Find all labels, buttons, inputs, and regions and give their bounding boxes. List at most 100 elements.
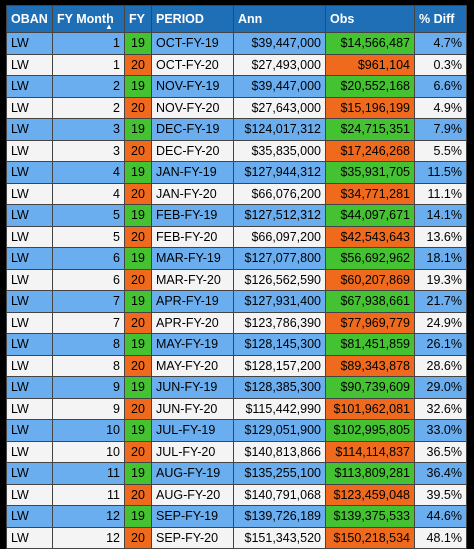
- table-row[interactable]: LW 5 20 FEB-FY-20 $66,097,200 $42,543,643 13.6…: [6, 225, 467, 248]
- cell-pct-diff[interactable]: 39.5%: [414, 483, 467, 506]
- cell-oban[interactable]: LW: [6, 182, 53, 205]
- cell-ann[interactable]: $128,157,200: [233, 354, 326, 377]
- column-header-period[interactable]: PERIOD: [151, 5, 234, 33]
- table-row[interactable]: LW 7 19 APR-FY-19 $127,931,400 $67,938,661 21.…: [6, 290, 467, 313]
- cell-fy-month[interactable]: 3: [52, 139, 125, 162]
- cell-ann[interactable]: $39,447,000: [233, 75, 326, 98]
- cell-obs[interactable]: $90,739,609: [325, 376, 415, 399]
- cell-obs[interactable]: $24,715,351: [325, 118, 415, 141]
- cell-period[interactable]: JUN-FY-19: [151, 376, 234, 399]
- cell-obs[interactable]: $150,218,534: [325, 526, 415, 549]
- cell-ann[interactable]: $139,726,189: [233, 505, 326, 528]
- cell-pct-diff[interactable]: 18.1%: [414, 247, 467, 270]
- column-header-obs[interactable]: Obs: [325, 5, 415, 33]
- cell-obs[interactable]: $42,543,643: [325, 225, 415, 248]
- cell-obs[interactable]: $67,938,661: [325, 290, 415, 313]
- cell-obs[interactable]: $44,097,671: [325, 204, 415, 227]
- table-row[interactable]: LW 2 20 NOV-FY-20 $27,643,000 $15,196,199 4.9%: [6, 96, 467, 119]
- cell-fy-month[interactable]: 2: [52, 75, 125, 98]
- cell-fy[interactable]: 20: [124, 96, 152, 119]
- cell-oban[interactable]: LW: [6, 505, 53, 528]
- cell-pct-diff[interactable]: 7.9%: [414, 118, 467, 141]
- cell-oban[interactable]: LW: [6, 225, 53, 248]
- cell-pct-diff[interactable]: 4.7%: [414, 32, 467, 55]
- cell-fy-month[interactable]: 10: [52, 419, 125, 442]
- cell-obs[interactable]: $15,196,199: [325, 96, 415, 119]
- cell-fy-month[interactable]: 4: [52, 161, 125, 184]
- column-header-ann[interactable]: Ann: [233, 5, 326, 33]
- cell-obs[interactable]: $17,246,268: [325, 139, 415, 162]
- cell-pct-diff[interactable]: 24.9%: [414, 311, 467, 334]
- cell-obs[interactable]: $34,771,281: [325, 182, 415, 205]
- table-row[interactable]: LW 1 20 OCT-FY-20 $27,493,000 $961,104 0.3%: [6, 53, 467, 76]
- cell-oban[interactable]: LW: [6, 440, 53, 463]
- cell-ann[interactable]: $128,385,300: [233, 376, 326, 399]
- cell-fy-month[interactable]: 1: [52, 53, 125, 76]
- cell-oban[interactable]: LW: [6, 75, 53, 98]
- cell-pct-diff[interactable]: 21.7%: [414, 290, 467, 313]
- cell-pct-diff[interactable]: 44.6%: [414, 505, 467, 528]
- cell-period[interactable]: DEC-FY-20: [151, 139, 234, 162]
- cell-fy[interactable]: 19: [124, 419, 152, 442]
- cell-fy-month[interactable]: 9: [52, 376, 125, 399]
- cell-ann[interactable]: $66,097,200: [233, 225, 326, 248]
- table-row[interactable]: LW 11 20 AUG-FY-20 $140,791,068 $123,459,048 3…: [6, 483, 467, 506]
- cell-fy[interactable]: 20: [124, 225, 152, 248]
- cell-fy[interactable]: 19: [124, 247, 152, 270]
- cell-ann[interactable]: $129,051,900: [233, 419, 326, 442]
- cell-ann[interactable]: $35,835,000: [233, 139, 326, 162]
- cell-fy[interactable]: 19: [124, 161, 152, 184]
- cell-pct-diff[interactable]: 14.1%: [414, 204, 467, 227]
- cell-fy-month[interactable]: 10: [52, 440, 125, 463]
- cell-oban[interactable]: LW: [6, 32, 53, 55]
- cell-oban[interactable]: LW: [6, 526, 53, 549]
- cell-obs[interactable]: $89,343,878: [325, 354, 415, 377]
- cell-period[interactable]: MAR-FY-19: [151, 247, 234, 270]
- cell-pct-diff[interactable]: 19.3%: [414, 268, 467, 291]
- cell-ann[interactable]: $39,447,000: [233, 32, 326, 55]
- cell-period[interactable]: AUG-FY-20: [151, 483, 234, 506]
- cell-period[interactable]: APR-FY-19: [151, 290, 234, 313]
- table-row[interactable]: LW 4 19 JAN-FY-19 $127,944,312 $35,931,705 11.…: [6, 161, 467, 184]
- column-header-pct-diff[interactable]: % Diff: [414, 5, 467, 33]
- table-row[interactable]: LW 11 19 AUG-FY-19 $135,255,100 $113,809,281 3…: [6, 462, 467, 485]
- cell-fy[interactable]: 20: [124, 53, 152, 76]
- cell-fy[interactable]: 19: [124, 462, 152, 485]
- cell-pct-diff[interactable]: 48.1%: [414, 526, 467, 549]
- cell-obs[interactable]: $123,459,048: [325, 483, 415, 506]
- cell-oban[interactable]: LW: [6, 483, 53, 506]
- cell-oban[interactable]: LW: [6, 96, 53, 119]
- cell-fy[interactable]: 20: [124, 268, 152, 291]
- cell-fy[interactable]: 20: [124, 139, 152, 162]
- cell-fy[interactable]: 19: [124, 290, 152, 313]
- cell-oban[interactable]: LW: [6, 118, 53, 141]
- cell-obs[interactable]: $20,552,168: [325, 75, 415, 98]
- column-header-fy[interactable]: FY: [124, 5, 152, 33]
- cell-pct-diff[interactable]: 11.5%: [414, 161, 467, 184]
- cell-obs[interactable]: $961,104: [325, 53, 415, 76]
- cell-ann[interactable]: $124,017,312: [233, 118, 326, 141]
- cell-pct-diff[interactable]: 26.1%: [414, 333, 467, 356]
- cell-period[interactable]: SEP-FY-20: [151, 526, 234, 549]
- cell-oban[interactable]: LW: [6, 333, 53, 356]
- cell-pct-diff[interactable]: 6.6%: [414, 75, 467, 98]
- cell-obs[interactable]: $101,962,081: [325, 397, 415, 420]
- cell-fy-month[interactable]: 9: [52, 397, 125, 420]
- cell-fy-month[interactable]: 7: [52, 311, 125, 334]
- cell-oban[interactable]: LW: [6, 462, 53, 485]
- cell-obs[interactable]: $60,207,869: [325, 268, 415, 291]
- sort-ascending-icon[interactable]: ▲: [105, 22, 113, 31]
- cell-oban[interactable]: LW: [6, 290, 53, 313]
- cell-obs[interactable]: $102,995,805: [325, 419, 415, 442]
- cell-oban[interactable]: LW: [6, 397, 53, 420]
- cell-obs[interactable]: $35,931,705: [325, 161, 415, 184]
- cell-ann[interactable]: $127,944,312: [233, 161, 326, 184]
- cell-pct-diff[interactable]: 32.6%: [414, 397, 467, 420]
- cell-pct-diff[interactable]: 13.6%: [414, 225, 467, 248]
- cell-fy[interactable]: 19: [124, 333, 152, 356]
- table-row[interactable]: LW 9 20 JUN-FY-20 $115,442,990 $101,962,081 32…: [6, 397, 467, 420]
- cell-period[interactable]: JAN-FY-19: [151, 161, 234, 184]
- cell-ann[interactable]: $27,643,000: [233, 96, 326, 119]
- cell-pct-diff[interactable]: 28.6%: [414, 354, 467, 377]
- cell-fy[interactable]: 19: [124, 118, 152, 141]
